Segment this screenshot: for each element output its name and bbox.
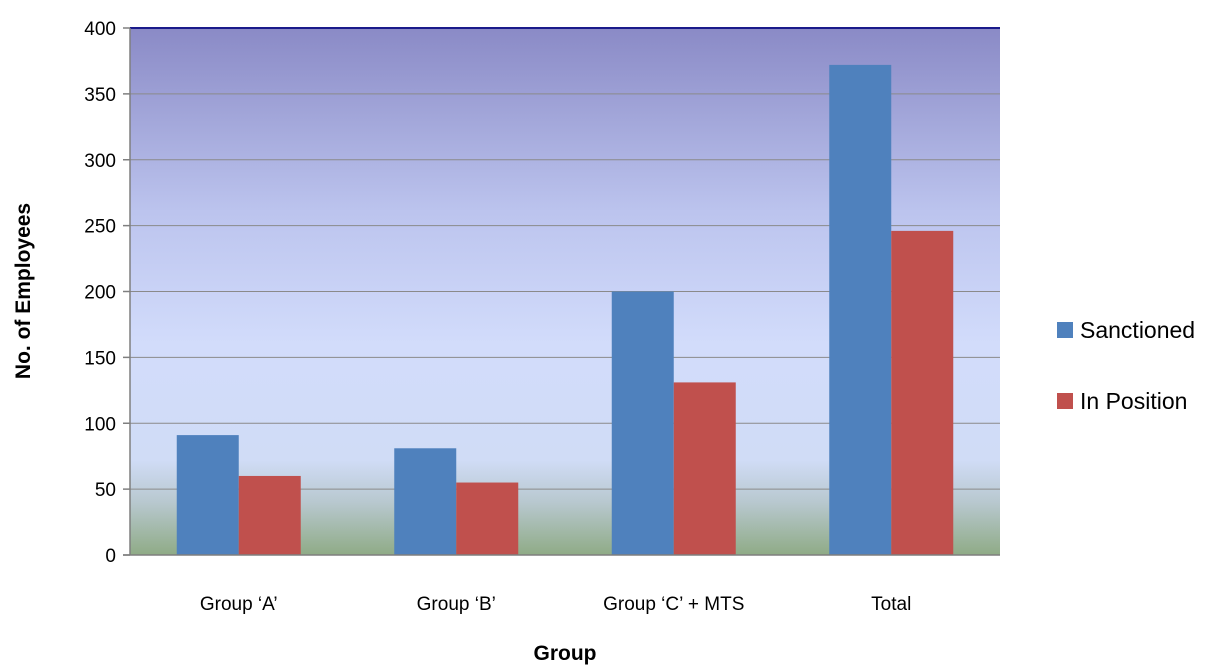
- legend-swatch: [1057, 393, 1073, 409]
- bar-sanctioned: [829, 64, 892, 555]
- y-tick-label: 100: [84, 414, 116, 435]
- x-tick-label: Group ‘C’ + MTS: [603, 594, 744, 615]
- y-tick-label: 0: [105, 546, 116, 567]
- bar-sanctioned: [176, 435, 239, 555]
- bar-in-position: [456, 482, 519, 555]
- bar-sanctioned: [611, 291, 674, 555]
- y-tick-label: 350: [84, 85, 116, 106]
- y-tick-label: 200: [84, 283, 116, 304]
- legend: Sanctioned In Position: [1057, 317, 1195, 414]
- legend-swatch: [1057, 322, 1073, 338]
- bar-in-position: [238, 475, 301, 555]
- bar-in-position: [673, 382, 736, 555]
- y-axis-title: No. of Employees: [12, 203, 35, 379]
- y-tick-label: 300: [84, 151, 116, 172]
- x-tick-label: Group ‘A’: [200, 594, 278, 615]
- x-tick-label: Group ‘B’: [417, 594, 496, 615]
- bars-group: [176, 64, 954, 555]
- y-tick-label: 150: [84, 348, 116, 369]
- x-tick-label: Total: [871, 594, 911, 615]
- y-tick-label: 400: [84, 19, 116, 40]
- x-axis-ticks: Group ‘A’ Group ‘B’ Group ‘C’ + MTS Total: [200, 594, 911, 615]
- x-axis-title: Group: [534, 642, 597, 665]
- legend-label: Sanctioned: [1080, 317, 1195, 343]
- bar-sanctioned: [394, 448, 457, 555]
- y-tick-label: 250: [84, 217, 116, 238]
- y-tick-label: 50: [95, 480, 116, 501]
- bar-in-position: [891, 230, 954, 555]
- y-axis-ticks: 0 50 100 150 200 250 300 350 400: [84, 19, 130, 567]
- legend-label: In Position: [1080, 388, 1187, 414]
